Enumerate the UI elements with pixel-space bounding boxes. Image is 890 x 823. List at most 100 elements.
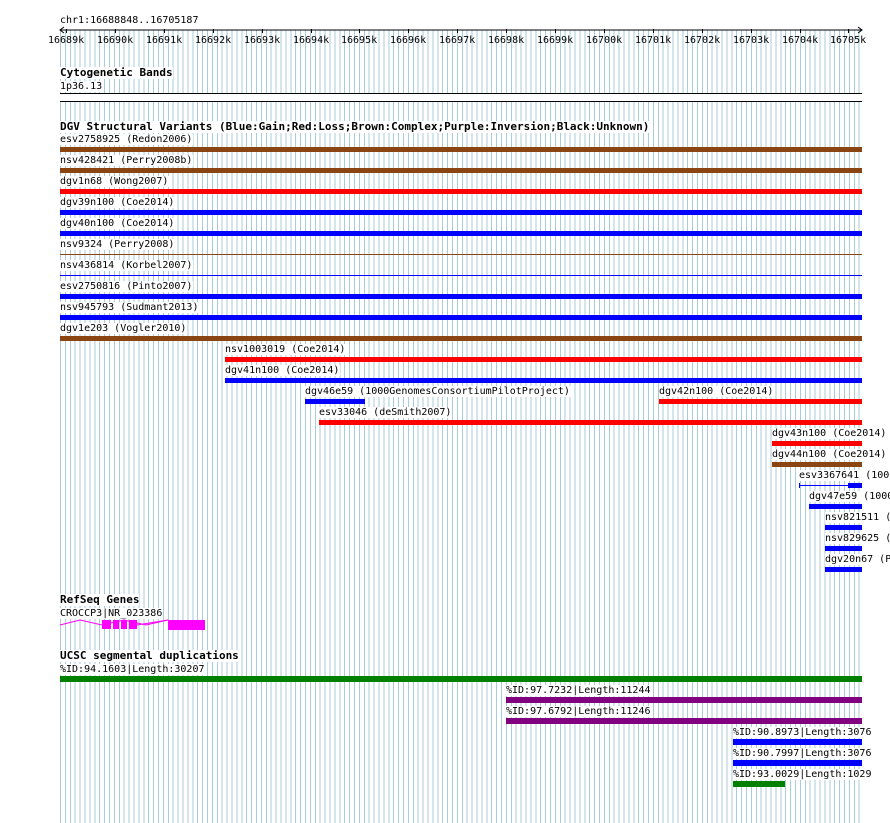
segdup-bar[interactable] [733, 739, 862, 745]
cytoband-bottom-line [60, 101, 862, 102]
segdup-bar[interactable] [506, 718, 862, 724]
dgv-variant-bar[interactable] [772, 462, 862, 467]
ruler-tick-label: 16704k [782, 35, 819, 46]
ruler-tick-label: 16697k [439, 35, 476, 46]
dgv-variant-label[interactable]: dgv1n68 (Wong2007) [60, 176, 170, 187]
dgv-variant-bar[interactable] [60, 147, 862, 152]
dgv-variant-bar[interactable] [60, 254, 862, 255]
segdup-bar[interactable] [506, 697, 862, 703]
dgv-variant-bar[interactable] [848, 483, 862, 488]
dgv-variant-bar[interactable] [825, 546, 862, 551]
dgv-variant-label[interactable]: dgv39n100 (Coe2014) [60, 197, 176, 208]
ruler-tick-label: 16693k [244, 35, 281, 46]
cytoband-band[interactable] [60, 94, 862, 101]
ruler-tick-label: 16695k [341, 35, 378, 46]
ruler-tick [311, 29, 312, 33]
ruler-tick-label: 16690k [97, 35, 134, 46]
dgv-variant-bar[interactable] [225, 357, 862, 362]
dgv-variant-bar[interactable] [60, 231, 862, 236]
dgv-variant-bar[interactable] [60, 189, 862, 194]
segdup-label[interactable]: %ID:93.0029|Length:1029 [733, 769, 873, 780]
dgv-variant-bar[interactable] [659, 399, 862, 404]
segdup-label[interactable]: %ID:94.1603|Length:30207 [60, 664, 206, 675]
ruler-tick [653, 29, 654, 33]
dgv-variant-label[interactable]: nsv428421 (Perry2008b) [60, 155, 194, 166]
dgv-variant-label[interactable]: dgv1e203 (Vogler2010) [60, 323, 188, 334]
cytoband-top-line [60, 93, 862, 94]
refseq-gene-label[interactable]: CROCCP3|NR_023386 [60, 608, 164, 619]
ruler-tick-label: 16694k [293, 35, 330, 46]
dgv-variant-label[interactable]: nsv945793 (Sudmant2013) [60, 302, 200, 313]
ruler-tick [604, 29, 605, 33]
ruler-right-arrow-icon [857, 26, 863, 34]
dgv-variant-bar[interactable] [60, 210, 862, 215]
dgv-variant-label[interactable]: esv33046 (deSmith2007) [319, 407, 453, 418]
cytoband-label[interactable]: 1p36.13 [60, 81, 104, 92]
ruler-tick [555, 29, 556, 33]
ruler-tick [848, 29, 849, 33]
ruler-tick [408, 29, 409, 33]
dgv-variant-bar[interactable] [825, 567, 862, 572]
ruler-tick [164, 29, 165, 33]
ruler-tick-label: 16703k [733, 35, 770, 46]
dgv-variant-label[interactable]: dgv42n100 (Coe2014) [659, 386, 775, 397]
ruler-tick [751, 29, 752, 33]
ruler-tick-label: 16702k [684, 35, 721, 46]
ruler-position: chr1:16688848..16705187 [60, 15, 199, 26]
ruler-tick [800, 29, 801, 33]
ruler-tick-label: 16698k [488, 35, 525, 46]
ruler-tick [506, 29, 507, 33]
dgv-variant-label[interactable]: dgv44n100 (Coe2014) [772, 449, 888, 460]
ruler-tick [213, 29, 214, 33]
segdup-label[interactable]: %ID:97.6792|Length:11246 [506, 706, 652, 717]
ruler-tick-label: 16691k [146, 35, 183, 46]
dgv-variant-bar[interactable] [225, 378, 862, 383]
dgv-variant-label[interactable]: esv3367641 (1000 [799, 470, 890, 481]
segdup-label[interactable]: %ID:97.7232|Length:11244 [506, 685, 652, 696]
dgv-variant-connector [799, 485, 848, 486]
dgv-track-title: DGV Structural Variants (Blue:Gain;Red:L… [60, 120, 650, 133]
segdup-bar[interactable] [733, 760, 862, 766]
dgv-variant-bar[interactable] [60, 336, 862, 341]
segdup-bar[interactable] [733, 781, 785, 787]
dgv-variant-label[interactable]: nsv1003019 (Coe2014) [225, 344, 347, 355]
dgv-variant-label[interactable]: dgv46e59 (1000GenomesConsortiumPilotProj… [305, 386, 571, 397]
ruler-tick-label: 16700k [586, 35, 623, 46]
dgv-variant-bar[interactable] [60, 168, 862, 173]
dgv-variant-label[interactable]: dgv20n67 (P [825, 554, 890, 565]
ruler-left-arrow-icon [59, 26, 65, 34]
ruler-tick-label: 16705k [830, 35, 867, 46]
refseq-gene-model[interactable] [58, 617, 208, 631]
dgv-variant-label[interactable]: esv2750816 (Pinto2007) [60, 281, 194, 292]
dgv-variant-label[interactable]: dgv43n100 (Coe2014) [772, 428, 888, 439]
ruler-tick-label: 16692k [195, 35, 232, 46]
refseq-track-title: RefSeq Genes [60, 593, 140, 606]
dgv-variant-label[interactable]: nsv821511 ( [825, 512, 890, 523]
segdup-track-title: UCSC segmental duplications [60, 649, 239, 662]
ruler-tick-label: 16696k [390, 35, 427, 46]
dgv-variant-bar[interactable] [60, 275, 862, 276]
dgv-variant-label[interactable]: dgv40n100 (Coe2014) [60, 218, 176, 229]
dgv-variant-bar[interactable] [305, 399, 365, 404]
ruler-tick-label: 16699k [537, 35, 574, 46]
cytoband-track-title: Cytogenetic Bands [60, 66, 173, 79]
dgv-variant-bar[interactable] [772, 441, 862, 446]
ruler-axis [59, 26, 863, 34]
dgv-variant-bar[interactable] [60, 294, 862, 299]
dgv-variant-label[interactable]: nsv9324 (Perry2008) [60, 239, 176, 250]
dgv-variant-bar[interactable] [825, 525, 862, 530]
dgv-variant-bar[interactable] [319, 420, 862, 425]
dgv-variant-label[interactable]: dgv41n100 (Coe2014) [225, 365, 341, 376]
segdup-label[interactable]: %ID:90.7997|Length:3076 [733, 748, 873, 759]
ruler-tick-label: 16701k [635, 35, 672, 46]
grid-background [60, 30, 862, 823]
dgv-variant-bar[interactable] [60, 315, 862, 320]
dgv-variant-label[interactable]: nsv436814 (Korbel2007) [60, 260, 194, 271]
segdup-bar[interactable] [60, 676, 862, 682]
dgv-variant-label[interactable]: esv2758925 (Redon2006) [60, 134, 194, 145]
segdup-label[interactable]: %ID:90.8973|Length:3076 [733, 727, 873, 738]
ruler-tick [262, 29, 263, 33]
dgv-variant-label[interactable]: nsv829625 ( [825, 533, 890, 544]
dgv-variant-bar[interactable] [809, 504, 862, 509]
dgv-variant-label[interactable]: dgv47e59 (1000 [809, 491, 890, 502]
